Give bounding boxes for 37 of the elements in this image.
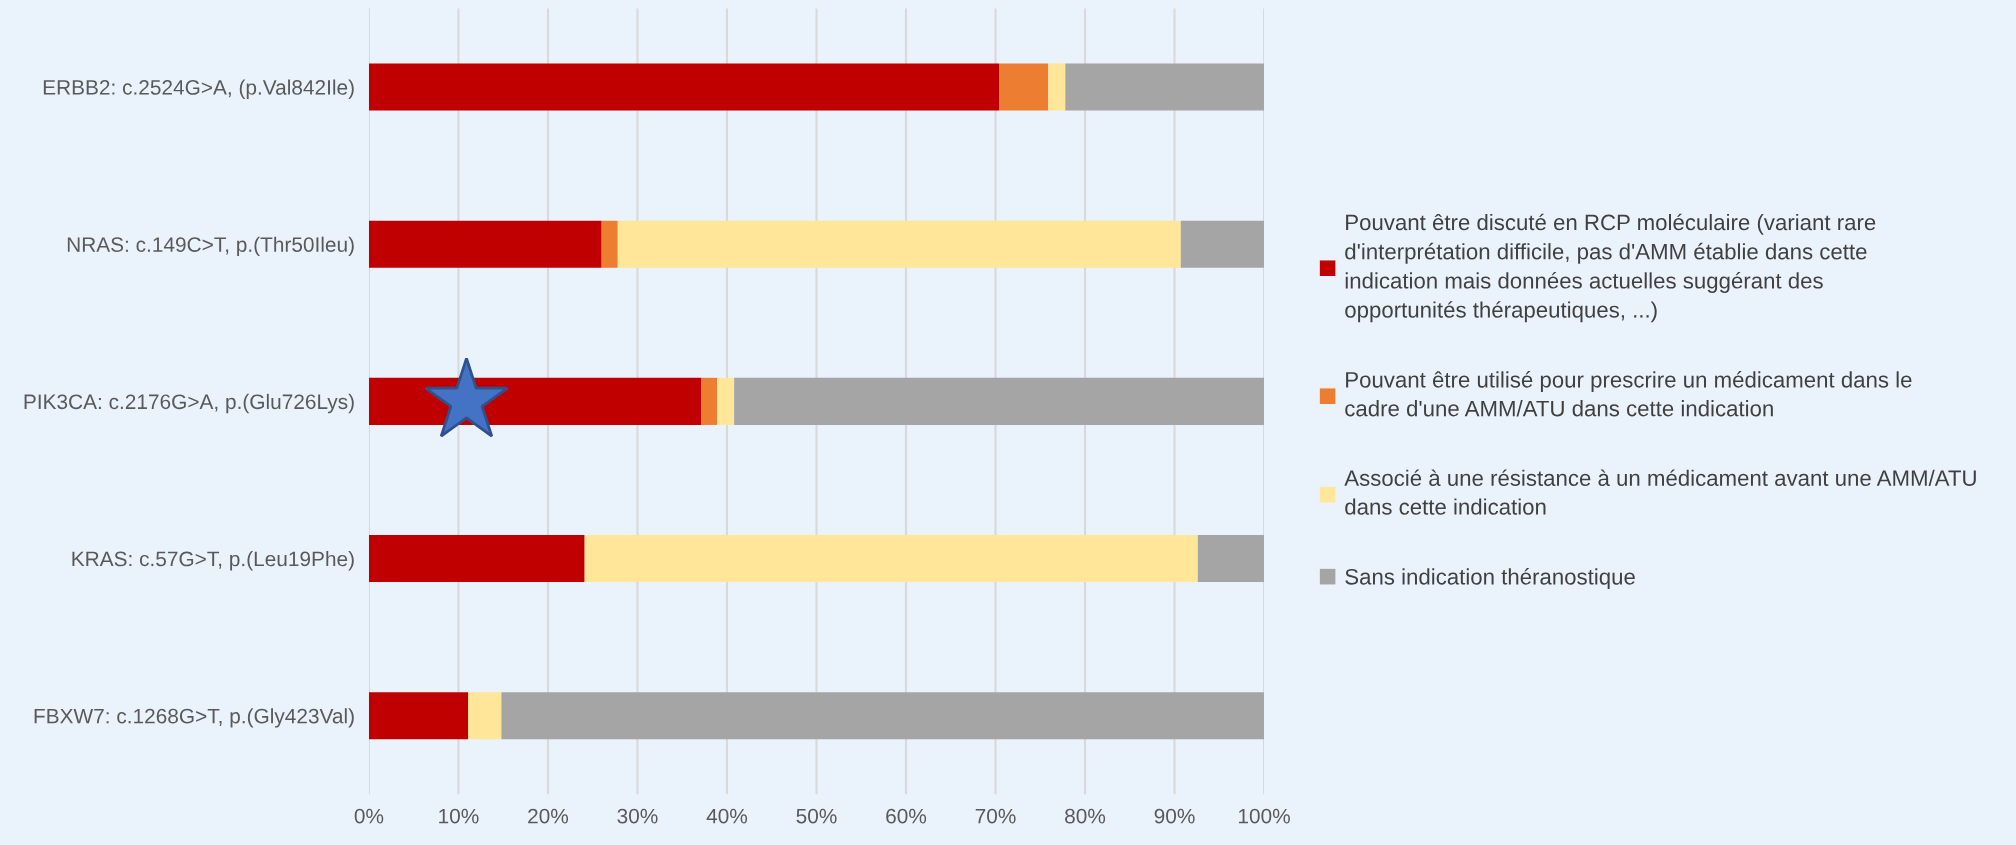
bar	[999, 63, 1049, 111]
x-tick-label: 80%	[1065, 808, 1106, 824]
bar	[584, 534, 1198, 583]
x-tick-label: 100%	[1238, 808, 1290, 824]
y-tick-label: NRAS: c.149C>T, p.(Thr50Ileu)	[67, 236, 354, 257]
bar	[1048, 63, 1066, 111]
bar	[501, 692, 1265, 740]
x-tick-label: 50%	[796, 808, 837, 824]
x-tick-label: 20%	[528, 808, 569, 824]
bar	[1180, 220, 1265, 268]
bar	[368, 220, 602, 268]
bar	[468, 692, 502, 740]
y-tick-label: ERBB2: c.2524G>A, (p.Val842Ile)	[43, 79, 354, 99]
x-tick-label: 30%	[617, 808, 658, 824]
bar	[617, 220, 1181, 268]
bar	[734, 377, 1265, 425]
legend-label: Pouvant être discuté en RCP moléculaire (variant rare d'interprétation difficile, pas d'AMM établie dans cette indication mais données actuelles suggérant des opportunités thérapeutiques, ...)	[1345, 213, 1876, 323]
bar	[368, 692, 469, 740]
x-tick-label: 60%	[886, 808, 927, 824]
legend-label: Associé à une résistance à un médicament avant une AMM/ATU dans cette indication	[1344, 469, 1976, 515]
bar	[601, 220, 618, 268]
bar	[1197, 534, 1265, 583]
bar	[717, 377, 735, 425]
y-tick-label: KRAS: c.57G>T, p.(Leu19Phe)	[72, 551, 354, 571]
x-tick-label: 70%	[975, 808, 1016, 824]
x-tick-label: 90%	[1154, 808, 1195, 824]
x-tick-label: 40%	[706, 808, 748, 824]
legend-label: Pouvant être utilisé pour prescrire un médicament dans le cadre d'une AMM/ATU dans cette indication	[1345, 371, 1912, 417]
bar	[368, 534, 585, 583]
legend-label: Sans indication théranostique	[1345, 568, 1635, 590]
y-tick-label: PIK3CA: c.2176G>A, p.(Glu726Lys)	[24, 393, 354, 414]
bar	[701, 377, 718, 425]
bar	[368, 63, 1000, 111]
bar	[1065, 63, 1265, 111]
x-tick-label: 0%	[354, 808, 384, 824]
y-tick-label: FBXW7: c.1268G>T, p.(Gly423Val)	[34, 708, 354, 728]
x-tick-label: 10%	[439, 808, 479, 824]
